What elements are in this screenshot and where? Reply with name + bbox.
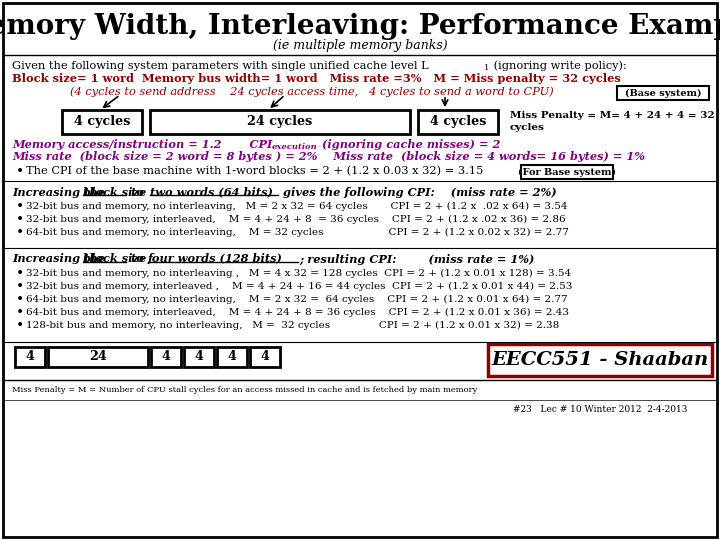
Text: gives the following CPI:    (miss rate = 2%): gives the following CPI: (miss rate = 2%… bbox=[279, 186, 557, 198]
Text: two words (64 bits): two words (64 bits) bbox=[150, 186, 273, 198]
Text: •: • bbox=[16, 266, 24, 280]
FancyBboxPatch shape bbox=[250, 347, 280, 367]
FancyBboxPatch shape bbox=[48, 347, 148, 367]
Text: 4: 4 bbox=[161, 350, 171, 363]
Text: #23   Lec # 10 Winter 2012  2-4-2013: #23 Lec # 10 Winter 2012 2-4-2013 bbox=[513, 406, 687, 415]
Text: 4: 4 bbox=[26, 350, 35, 363]
Text: 32-bit bus and memory, interleaved,    M = 4 + 24 + 8  = 36 cycles    CPI = 2 + : 32-bit bus and memory, interleaved, M = … bbox=[26, 214, 566, 224]
Text: 128-bit bus and memory, no interleaving,   M =  32 cycles               CPI = 2 : 128-bit bus and memory, no interleaving,… bbox=[26, 320, 559, 329]
Text: (ignoring cache misses) = 2: (ignoring cache misses) = 2 bbox=[318, 139, 500, 151]
Text: EECC551 - Shaaban: EECC551 - Shaaban bbox=[492, 351, 708, 369]
Text: 64-bit bus and memory, no interleaving,    M = 2 x 32 =  64 cycles    CPI = 2 + : 64-bit bus and memory, no interleaving, … bbox=[26, 294, 567, 303]
FancyBboxPatch shape bbox=[617, 86, 709, 100]
Text: block size: block size bbox=[83, 253, 146, 265]
Text: Memory access/instruction = 1.2       CPI: Memory access/instruction = 1.2 CPI bbox=[12, 139, 272, 151]
Text: to: to bbox=[127, 253, 148, 265]
Text: 4 cycles: 4 cycles bbox=[430, 116, 486, 129]
Text: (ignoring write policy):: (ignoring write policy): bbox=[490, 60, 626, 71]
Text: Block size= 1 word  Memory bus width= 1 word   Miss rate =3%   M = Miss penalty : Block size= 1 word Memory bus width= 1 w… bbox=[12, 73, 621, 84]
Text: Miss Penalty = M= 4 + 24 + 4 = 32: Miss Penalty = M= 4 + 24 + 4 = 32 bbox=[510, 111, 715, 120]
Text: •: • bbox=[16, 318, 24, 332]
FancyBboxPatch shape bbox=[418, 110, 498, 134]
Text: •: • bbox=[16, 199, 24, 213]
FancyBboxPatch shape bbox=[488, 344, 712, 376]
Text: ; resulting CPI:        (miss rate = 1%): ; resulting CPI: (miss rate = 1%) bbox=[299, 253, 534, 265]
Text: •: • bbox=[16, 164, 24, 178]
FancyBboxPatch shape bbox=[3, 3, 717, 537]
FancyBboxPatch shape bbox=[151, 347, 181, 367]
Text: 4: 4 bbox=[261, 350, 269, 363]
FancyBboxPatch shape bbox=[184, 347, 214, 367]
Text: execution: execution bbox=[272, 143, 318, 151]
Text: (For Base system): (For Base system) bbox=[518, 167, 616, 177]
Text: 4: 4 bbox=[194, 350, 204, 363]
Text: •: • bbox=[16, 305, 24, 319]
Text: Miss rate  (block size = 2 word = 8 bytes ) = 2%    Miss rate  (block size = 4 w: Miss rate (block size = 2 word = 8 bytes… bbox=[12, 152, 645, 163]
Text: 1: 1 bbox=[484, 64, 490, 72]
Text: •: • bbox=[16, 212, 24, 226]
Text: to: to bbox=[127, 186, 148, 198]
Text: Miss Penalty = M = Number of CPU stall cycles for an access missed in cache and : Miss Penalty = M = Number of CPU stall c… bbox=[12, 386, 477, 394]
Text: 32-bit bus and memory, no interleaving ,   M = 4 x 32 = 128 cycles  CPI = 2 + (1: 32-bit bus and memory, no interleaving ,… bbox=[26, 268, 571, 278]
Text: 4: 4 bbox=[228, 350, 236, 363]
Text: Increasing the: Increasing the bbox=[12, 186, 109, 198]
Text: Increasing the: Increasing the bbox=[12, 253, 109, 265]
Text: 24 cycles: 24 cycles bbox=[248, 116, 312, 129]
Text: 64-bit bus and memory, no interleaving,    M = 32 cycles                    CPI : 64-bit bus and memory, no interleaving, … bbox=[26, 227, 569, 237]
Text: •: • bbox=[16, 225, 24, 239]
Text: The CPI of the base machine with 1-word blocks = 2 + (1.2 x 0.03 x 32) = 3.15: The CPI of the base machine with 1-word … bbox=[26, 166, 483, 176]
Text: (Base system): (Base system) bbox=[625, 89, 701, 98]
Text: cycles: cycles bbox=[510, 124, 545, 132]
FancyBboxPatch shape bbox=[217, 347, 247, 367]
Text: 4 cycles: 4 cycles bbox=[74, 116, 130, 129]
Text: (ie multiple memory banks): (ie multiple memory banks) bbox=[273, 39, 447, 52]
Text: •: • bbox=[16, 292, 24, 306]
Text: Given the following system parameters with single unified cache level L: Given the following system parameters wi… bbox=[12, 61, 428, 71]
Text: Memory Width, Interleaving: Performance Example: Memory Width, Interleaving: Performance … bbox=[0, 12, 720, 39]
FancyBboxPatch shape bbox=[62, 110, 142, 134]
Text: 32-bit bus and memory, no interleaving,   M = 2 x 32 = 64 cycles       CPI = 2 +: 32-bit bus and memory, no interleaving, … bbox=[26, 201, 567, 211]
Text: 24: 24 bbox=[89, 350, 107, 363]
FancyBboxPatch shape bbox=[521, 165, 613, 179]
Text: (4 cycles to send address    24 cycles access time,   4 cycles to send a word to: (4 cycles to send address 24 cycles acce… bbox=[70, 87, 554, 97]
Text: •: • bbox=[16, 279, 24, 293]
Text: four words (128 bits): four words (128 bits) bbox=[148, 253, 283, 265]
Text: block size: block size bbox=[83, 186, 146, 198]
FancyBboxPatch shape bbox=[15, 347, 45, 367]
FancyBboxPatch shape bbox=[150, 110, 410, 134]
Text: 64-bit bus and memory, interleaved,    M = 4 + 24 + 8 = 36 cycles    CPI = 2 + (: 64-bit bus and memory, interleaved, M = … bbox=[26, 307, 569, 316]
Text: 32-bit bus and memory, interleaved ,    M = 4 + 24 + 16 = 44 cycles  CPI = 2 + (: 32-bit bus and memory, interleaved , M =… bbox=[26, 281, 572, 291]
